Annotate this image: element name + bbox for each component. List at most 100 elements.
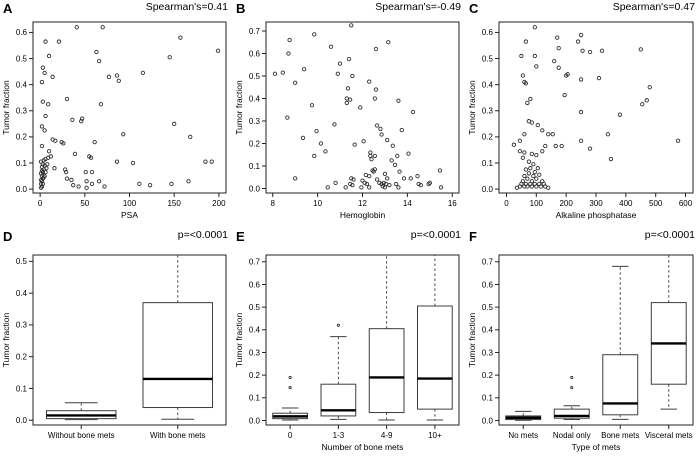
svg-text:0.6: 0.6 <box>249 49 261 58</box>
svg-text:Nodal only: Nodal only <box>553 431 591 440</box>
panel-a-spearman-label: Spearman's=0.41 <box>145 1 228 13</box>
svg-text:With bone mets: With bone mets <box>150 431 206 440</box>
panel-d-boxplot-bone-mets: D p=<0.0001 0.0 0.1 0.2 0.3 0.4 0.5 Tumor frac… <box>0 228 233 457</box>
svg-text:0.5: 0.5 <box>482 303 494 312</box>
svg-text:0.1: 0.1 <box>16 159 28 168</box>
svg-text:150: 150 <box>167 199 181 208</box>
svg-text:0.7: 0.7 <box>249 27 261 36</box>
svg-text:0.6: 0.6 <box>249 280 261 289</box>
svg-text:0.2: 0.2 <box>16 133 28 142</box>
svg-text:Tumor fraction: Tumor fraction <box>234 80 244 135</box>
panel-c-spearman-label: Spearman's=0.47 <box>612 1 695 13</box>
svg-text:Visceral mets: Visceral mets <box>645 431 693 440</box>
svg-text:0.0: 0.0 <box>16 416 28 425</box>
svg-text:200: 200 <box>212 199 226 208</box>
svg-text:0: 0 <box>38 199 43 208</box>
panel-e-pvalue-label: p=<0.0001 <box>410 229 461 241</box>
svg-text:No mets: No mets <box>508 431 538 440</box>
svg-text:0.1: 0.1 <box>16 384 28 393</box>
svg-text:0.4: 0.4 <box>249 326 261 335</box>
svg-text:Bone mets: Bone mets <box>601 431 639 440</box>
svg-text:10: 10 <box>313 199 322 208</box>
svg-text:0.0: 0.0 <box>482 416 494 425</box>
panel-d-letter: D <box>3 229 13 244</box>
svg-text:Tumor fraction: Tumor fraction <box>467 80 477 135</box>
svg-text:0.3: 0.3 <box>16 107 28 116</box>
svg-text:0.3: 0.3 <box>249 117 261 126</box>
svg-text:12: 12 <box>358 199 367 208</box>
svg-text:0.5: 0.5 <box>249 303 261 312</box>
svg-text:0.5: 0.5 <box>16 257 28 266</box>
svg-text:0.7: 0.7 <box>249 258 261 267</box>
svg-text:300: 300 <box>589 199 603 208</box>
panel-f-boxplot-type-of-mets: F p=<0.0001 0.0 0.1 0.2 0.3 0.4 0.5 0.6 0.7 Tumo… <box>466 228 700 457</box>
svg-text:0.3: 0.3 <box>16 321 28 330</box>
svg-text:100: 100 <box>530 199 544 208</box>
svg-text:Tumor fraction: Tumor fraction <box>234 312 244 367</box>
svg-text:4-9: 4-9 <box>381 431 393 440</box>
svg-text:50: 50 <box>80 199 89 208</box>
svg-text:200: 200 <box>559 199 573 208</box>
svg-text:0.1: 0.1 <box>482 159 494 168</box>
svg-text:10+: 10+ <box>428 431 442 440</box>
svg-text:0.2: 0.2 <box>482 371 494 380</box>
svg-text:0: 0 <box>288 431 293 440</box>
svg-text:0.4: 0.4 <box>16 80 28 89</box>
svg-text:0.2: 0.2 <box>249 371 261 380</box>
svg-text:Tumor fraction: Tumor fraction <box>1 80 11 135</box>
svg-text:0.5: 0.5 <box>16 54 28 63</box>
svg-text:0.1: 0.1 <box>482 394 494 403</box>
svg-text:16: 16 <box>448 199 457 208</box>
svg-text:Tumor fraction: Tumor fraction <box>1 312 11 367</box>
panel-b-letter: B <box>236 1 246 16</box>
panel-d-pvalue-label: p=<0.0001 <box>177 229 228 241</box>
svg-text:0.6: 0.6 <box>16 28 28 37</box>
svg-text:8: 8 <box>271 199 276 208</box>
svg-text:0.6: 0.6 <box>482 280 494 289</box>
panel-f-pvalue-label: p=<0.0001 <box>644 229 695 241</box>
svg-text:0.5: 0.5 <box>482 54 494 63</box>
svg-text:500: 500 <box>649 199 663 208</box>
panel-f-letter: F <box>469 229 477 244</box>
svg-text:0.4: 0.4 <box>482 80 494 89</box>
svg-text:0.6: 0.6 <box>482 28 494 37</box>
svg-text:0.0: 0.0 <box>249 184 261 193</box>
panel-a-scatter-psa: A Spearman's=0.41 0.0 0.1 0.2 0.3 0.4 0.5 0.6 T… <box>0 0 233 228</box>
svg-text:0.3: 0.3 <box>482 107 494 116</box>
svg-text:0.3: 0.3 <box>482 348 494 357</box>
svg-text:0.3: 0.3 <box>249 348 261 357</box>
svg-text:600: 600 <box>679 199 693 208</box>
svg-text:0.1: 0.1 <box>249 162 261 171</box>
svg-text:0.7: 0.7 <box>482 258 494 267</box>
panel-e-boxplot-number-bone-mets: E p=<0.0001 0.0 0.1 0.2 0.3 0.4 0.5 0.6 0.7 Tumo… <box>233 228 466 457</box>
svg-text:14: 14 <box>403 199 412 208</box>
svg-text:Alkaline phosphatase: Alkaline phosphatase <box>556 210 637 220</box>
svg-text:0.0: 0.0 <box>249 416 261 425</box>
svg-text:100: 100 <box>123 199 137 208</box>
svg-text:PSA: PSA <box>121 210 138 220</box>
svg-text:0.4: 0.4 <box>482 326 494 335</box>
panel-a-letter: A <box>3 1 13 16</box>
svg-text:400: 400 <box>619 199 633 208</box>
svg-text:0.0: 0.0 <box>16 185 28 194</box>
svg-text:0.2: 0.2 <box>16 352 28 361</box>
svg-text:0.2: 0.2 <box>482 133 494 142</box>
svg-text:0: 0 <box>504 199 509 208</box>
panel-b-spearman-label: Spearman's=-0.49 <box>375 1 461 13</box>
panel-e-letter: E <box>236 229 245 244</box>
panel-c-scatter-alkaline-phosphatase: C Spearman's=0.47 0.0 0.1 0.2 0.3 0.4 0.5 0.6 T… <box>466 0 700 228</box>
svg-text:0.5: 0.5 <box>249 72 261 81</box>
svg-text:0.1: 0.1 <box>249 394 261 403</box>
svg-text:Without bone mets: Without bone mets <box>48 431 115 440</box>
svg-text:Hemoglobin: Hemoglobin <box>340 210 386 220</box>
svg-text:Number of bone mets: Number of bone mets <box>322 442 404 452</box>
svg-text:Type of mets: Type of mets <box>572 442 621 452</box>
panel-c-letter: C <box>469 1 479 16</box>
svg-text:0.2: 0.2 <box>249 139 261 148</box>
svg-text:0.0: 0.0 <box>482 185 494 194</box>
svg-text:1-3: 1-3 <box>333 431 345 440</box>
svg-text:0.4: 0.4 <box>16 289 28 298</box>
panel-b-scatter-hemoglobin: B Spearman's=-0.49 0.0 0.1 0.2 0.3 0.4 0.5 0.6… <box>233 0 466 228</box>
svg-text:0.4: 0.4 <box>249 94 261 103</box>
